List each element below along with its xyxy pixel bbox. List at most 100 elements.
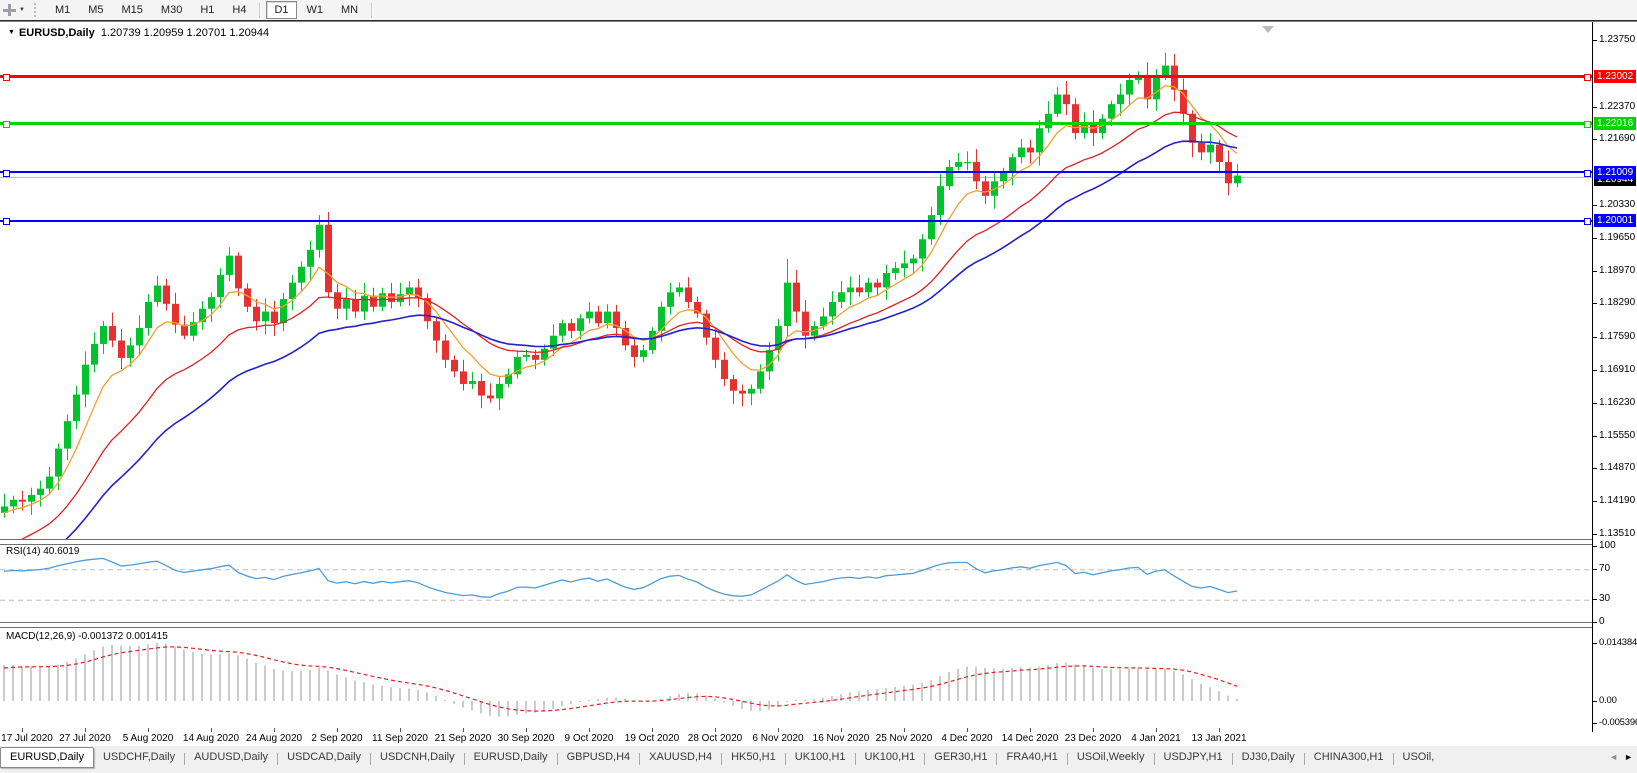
axis-tick — [1593, 468, 1597, 469]
date-tick — [400, 728, 401, 732]
timeframe-button-m30[interactable]: M30 — [160, 4, 183, 16]
date-tick — [148, 728, 149, 732]
timeframe-button-w1[interactable]: W1 — [306, 4, 324, 16]
date-label: 17 Jul 2020 — [1, 733, 53, 744]
ohlc-values: 1.20739 1.20959 1.20701 1.20944 — [100, 27, 270, 39]
date-tick — [778, 728, 779, 732]
timeframe-button-m15[interactable]: M15 — [121, 4, 143, 16]
timeframe-button-mn[interactable]: MN — [341, 4, 359, 16]
chart-tab-usdcad-daily[interactable]: USDCAD,Daily — [287, 751, 362, 763]
rsi-indicator-pane[interactable] — [0, 544, 1592, 622]
timeframe-button-d1[interactable]: D1 — [266, 1, 297, 19]
chart-shift-marker[interactable] — [1262, 26, 1274, 33]
price-badge-1.23002: 1.23002 — [1594, 70, 1637, 83]
chart-tab-ger30-h1[interactable]: GER30,H1 — [934, 751, 988, 763]
chart-tab-hk50-h1[interactable]: HK50,H1 — [731, 751, 776, 763]
macd-indicator-pane[interactable] — [0, 627, 1592, 728]
chart-tab-xauusd-h4[interactable]: XAUUSD,H4 — [649, 751, 713, 763]
axis-tick — [1593, 569, 1597, 570]
chart-tab-usdcnh-daily[interactable]: USDCNH,Daily — [380, 751, 455, 763]
date-label: 25 Nov 2020 — [875, 733, 933, 744]
level-line-handle[interactable] — [1584, 121, 1591, 128]
level-line-handle[interactable] — [3, 121, 10, 128]
tab-separator — [1066, 753, 1068, 765]
level-line-handle[interactable] — [1584, 74, 1591, 81]
macd-label: MACD(12,26,9) -0.001372 0.001415 — [6, 631, 168, 642]
level-line-handle[interactable] — [3, 74, 10, 81]
pane-separator[interactable] — [0, 539, 1592, 545]
tab-separator — [277, 753, 279, 765]
main-price-chart[interactable] — [0, 23, 1592, 539]
level-line-handle[interactable] — [1584, 218, 1591, 225]
timeframe-button-h4[interactable]: H4 — [232, 4, 247, 16]
timeframe-button-h1[interactable]: H1 — [200, 4, 215, 16]
axis-tick-label: 1.17590 — [1599, 331, 1636, 342]
date-tick — [1156, 728, 1157, 732]
axis-tick-label: 1.18290 — [1599, 297, 1636, 308]
crosshair-icon[interactable] — [2, 3, 18, 17]
date-tick — [211, 728, 212, 732]
pane-separator[interactable] — [0, 622, 1592, 628]
axis-tick-label: 1.18970 — [1599, 265, 1636, 276]
level-line-handle[interactable] — [3, 170, 10, 177]
chart-tab-usdjpy-h1[interactable]: USDJPY,H1 — [1163, 751, 1223, 763]
price-level-line-1.22016[interactable] — [0, 122, 1592, 125]
chart-tab-uk100-h1[interactable]: UK100,H1 — [864, 751, 916, 763]
chevron-down-icon[interactable]: ▼ — [19, 7, 25, 13]
collapse-caret-icon[interactable]: ▼ — [8, 29, 15, 36]
rsi-label: RSI(14) 40.6019 — [6, 546, 80, 557]
date-tick — [22, 728, 23, 732]
time-axis[interactable]: 17 Jul 2020 27 Jul 2020 5 Aug 2020 14 Aug 2… — [0, 728, 1592, 746]
tab-separator — [370, 753, 372, 765]
chart-tab-gbpusd-h4[interactable]: GBPUSD,H4 — [566, 751, 631, 763]
timeframe-button-m1[interactable]: M1 — [54, 4, 71, 16]
chart-tab-audusd-daily[interactable]: AUDUSD,Daily — [194, 751, 269, 763]
date-tick — [904, 728, 905, 732]
date-tick — [85, 728, 86, 732]
date-label: 28 Oct 2020 — [687, 733, 743, 744]
chart-tab-usoil-weekly[interactable]: USOil,Weekly — [1076, 751, 1145, 763]
tab-separator — [639, 753, 641, 765]
tab-scroll-left-icon[interactable]: ◄ — [1609, 752, 1619, 762]
chart-tab-eurusd-daily[interactable]: EURUSD,Daily — [0, 747, 94, 768]
axis-tick — [1593, 271, 1597, 272]
axis-tick-label: 1.20330 — [1599, 199, 1636, 210]
price-badge-1.22016: 1.22016 — [1594, 117, 1637, 130]
chart-tab-eurusd-daily[interactable]: EURUSD,Daily — [473, 751, 548, 763]
price-level-line-1.21009[interactable] — [0, 171, 1592, 173]
axis-tick — [1593, 303, 1597, 304]
chart-tab-fra40-h1[interactable]: FRA40,H1 — [1006, 751, 1058, 763]
timeframe-button-m5[interactable]: M5 — [88, 4, 104, 16]
tab-separator — [924, 753, 926, 765]
level-line-handle[interactable] — [1584, 170, 1591, 177]
date-tick — [967, 728, 968, 732]
axis-tick-label: 1.15550 — [1599, 430, 1636, 441]
chart-tab-dj30-daily[interactable]: DJ30,Daily — [1241, 751, 1295, 763]
tab-separator — [1153, 753, 1155, 765]
level-line-handle[interactable] — [3, 218, 10, 225]
tab-separator — [1231, 753, 1233, 765]
date-label: 24 Aug 2020 — [245, 733, 303, 744]
date-tick — [274, 728, 275, 732]
rsi-tick-label: 100 — [1599, 540, 1616, 551]
chart-tab-usoil-[interactable]: USOil, — [1402, 751, 1435, 763]
axis-tick-label: 1.16230 — [1599, 397, 1636, 408]
axis-tick-label: 1.19650 — [1599, 232, 1636, 243]
price-axis[interactable]: 1.23002 1.22016 1.21009 1.20001 1.20944 1.237… — [1593, 22, 1637, 746]
axis-tick — [1593, 546, 1597, 547]
chart-tab-china300-h1[interactable]: CHINA300,H1 — [1313, 751, 1384, 763]
axis-tick — [1593, 107, 1597, 108]
chart-tab-usdchf-daily[interactable]: USDCHF,Daily — [102, 751, 176, 763]
date-label: 11 Sep 2020 — [372, 733, 428, 744]
date-label: 16 Nov 2020 — [812, 733, 870, 744]
chart-window: ▼ EURUSD,Daily 1.20739 1.20959 1.20701 1.… — [0, 21, 1637, 747]
chart-tab-uk100-h1[interactable]: UK100,H1 — [794, 751, 846, 763]
toolbar-grip[interactable] — [33, 3, 41, 17]
axis-tick-label: 1.23750 — [1599, 34, 1636, 45]
tab-scroll-right-icon[interactable]: ► — [1624, 752, 1633, 762]
price-level-line-1.23002[interactable] — [0, 75, 1592, 78]
price-level-line-1.20001[interactable] — [0, 220, 1592, 222]
date-label: 4 Jan 2021 — [1131, 733, 1181, 744]
axis-tick — [1593, 139, 1597, 140]
